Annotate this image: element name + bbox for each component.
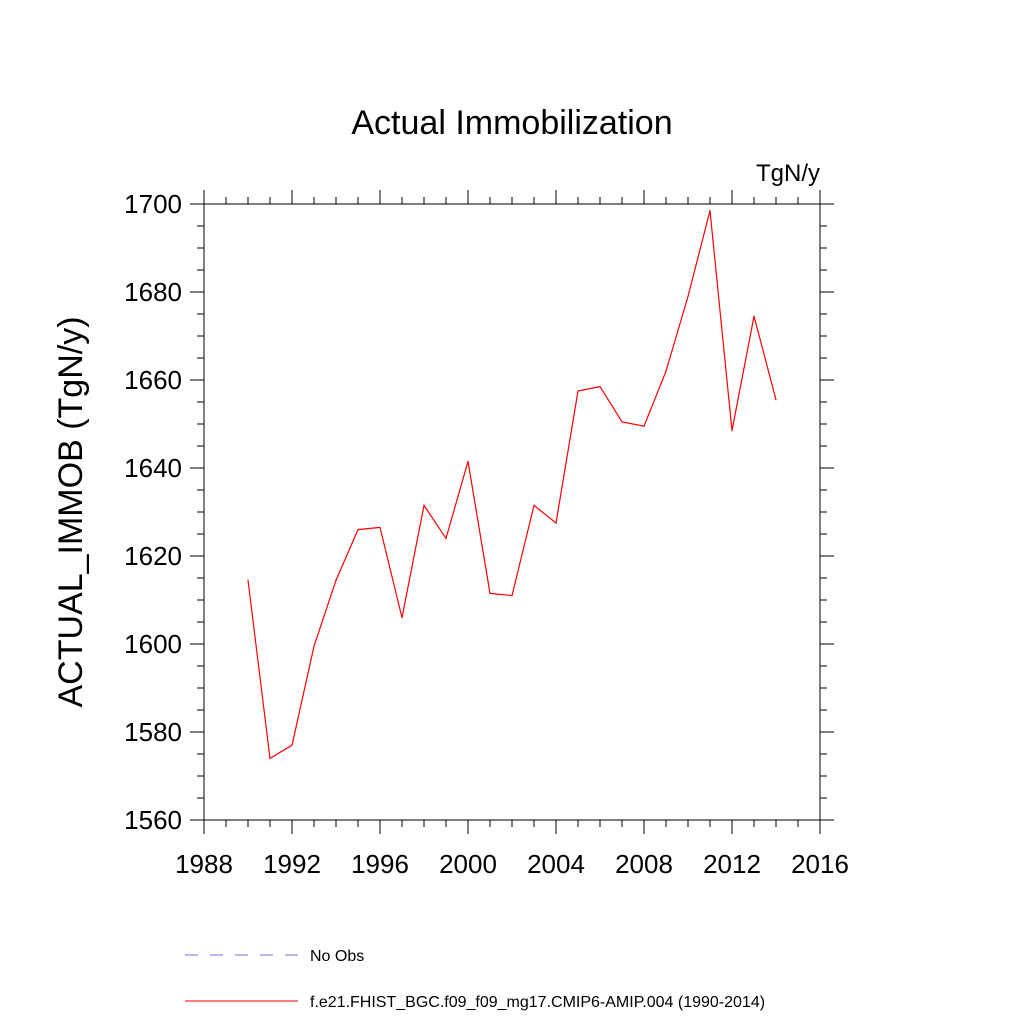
data-point [313,645,315,647]
y-tick-label: 1620 [124,541,182,571]
units-label: TgN/y [756,160,820,187]
y-axis-label: ACTUAL_IMMOB (TgN/y) [52,316,90,707]
series-lines [247,210,777,760]
data-point [401,617,403,619]
data-point [621,421,623,423]
y-tick-label: 1680 [124,277,182,307]
data-point [335,579,337,581]
x-tick-label: 2012 [703,849,761,879]
data-point [423,504,425,506]
y-tick-label: 1560 [124,805,182,835]
y-tick-label: 1660 [124,365,182,395]
data-point [533,504,535,506]
series-line-0 [247,210,777,760]
data-point [709,210,711,212]
legend: No Obs f.e21.FHIST_BGC.f09_f09_mg17.CMIP6… [185,948,765,1011]
x-tick-label: 2008 [615,849,673,879]
data-point [643,425,645,427]
data-point [511,595,513,597]
x-tick-label: 2000 [439,849,497,879]
y-tick-label: 1580 [124,717,182,747]
data-point [489,592,491,595]
y-tick-label: 1640 [124,453,182,483]
x-tick-label: 1996 [351,849,409,879]
data-point [247,579,249,581]
data-point [599,386,601,388]
legend-label-1: f.e21.FHIST_BGC.f09_f09_mg17.CMIP6-AMIP.… [310,994,765,1011]
data-point [775,399,777,401]
data-point [379,526,381,529]
data-point [577,390,579,392]
data-point [445,537,447,540]
data-point [731,430,733,432]
x-tick-label: 1988 [175,849,233,879]
y-tick-label: 1600 [124,629,182,659]
legend-label-0: No Obs [310,948,364,965]
chart-title: Actual Immobilization [351,104,672,142]
data-point [467,460,469,462]
data-point [291,744,293,746]
data-point [753,315,755,317]
x-tick-label: 1992 [263,849,321,879]
y-tick-label: 1700 [124,189,182,219]
x-tick-label: 2016 [791,849,849,879]
x-tick-label: 2004 [527,849,585,879]
data-point [665,370,667,372]
data-point [269,757,271,760]
data-point [687,295,689,297]
data-point [357,529,359,531]
axis-ticks: 1988 1992 1996 2000 2004 2008 2012 2016 1560 1580… [124,189,849,879]
data-point [555,522,557,524]
